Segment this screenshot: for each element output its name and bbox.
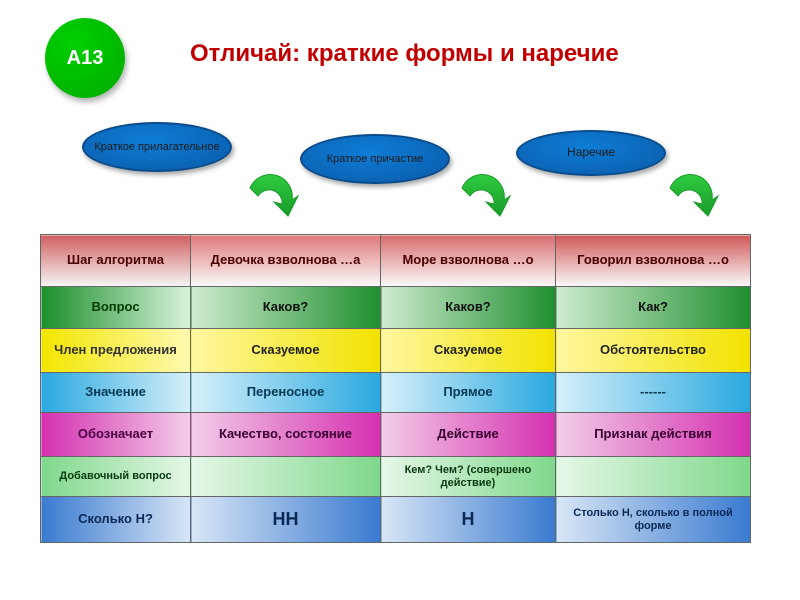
category-oval-label: Наречие (567, 146, 615, 159)
table-cell: Обстоятельство (556, 329, 751, 373)
row-header: Добавочный вопрос (41, 457, 191, 497)
category-oval-0: Краткое прилагательное (82, 122, 232, 172)
table-cell: Каков? (381, 287, 556, 329)
page-title: Отличай: краткие формы и наречие (190, 40, 619, 68)
table-cell: Признак действия (556, 413, 751, 457)
table-cell: Как? (556, 287, 751, 329)
table-cell: Девочка взволнова …а (191, 235, 381, 287)
flow-arrow-1 (452, 172, 512, 230)
category-oval-label: Краткое прилагательное (94, 141, 219, 153)
table-cell: Действие (381, 413, 556, 457)
table-cell: Каков? (191, 287, 381, 329)
task-badge: А13 (45, 18, 125, 98)
table-cell: Море взволнова …о (381, 235, 556, 287)
table-cell: Переносное (191, 373, 381, 413)
row-header: Вопрос (41, 287, 191, 329)
table-cell (556, 457, 751, 497)
comparison-table: Шаг алгоритмаДевочка взволнова …аМоре вз… (40, 234, 751, 543)
table-cell: Сказуемое (381, 329, 556, 373)
row-header: Обозначает (41, 413, 191, 457)
table-cell: Кем? Чем? (совершено действие) (381, 457, 556, 497)
table-cell: Говорил взволнова …о (556, 235, 751, 287)
task-badge-label: А13 (67, 47, 104, 70)
table-cell: Н (381, 497, 556, 543)
table-cell: Прямое (381, 373, 556, 413)
table-cell: ------ (556, 373, 751, 413)
category-oval-label: Краткое причастие (327, 153, 424, 165)
flow-arrow-0 (240, 172, 300, 230)
table-cell: Столько Н, сколько в полной форме (556, 497, 751, 543)
row-header: Значение (41, 373, 191, 413)
row-header: Шаг алгоритма (41, 235, 191, 287)
table-cell (191, 457, 381, 497)
page-title-text: Отличай: краткие формы и наречие (190, 40, 619, 67)
table-cell: НН (191, 497, 381, 543)
row-header: Член предложения (41, 329, 191, 373)
row-header: Сколько Н? (41, 497, 191, 543)
table-cell: Качество, состояние (191, 413, 381, 457)
category-oval-2: Наречие (516, 130, 666, 176)
table-cell: Сказуемое (191, 329, 381, 373)
flow-arrow-2 (660, 172, 720, 230)
category-oval-1: Краткое причастие (300, 134, 450, 184)
